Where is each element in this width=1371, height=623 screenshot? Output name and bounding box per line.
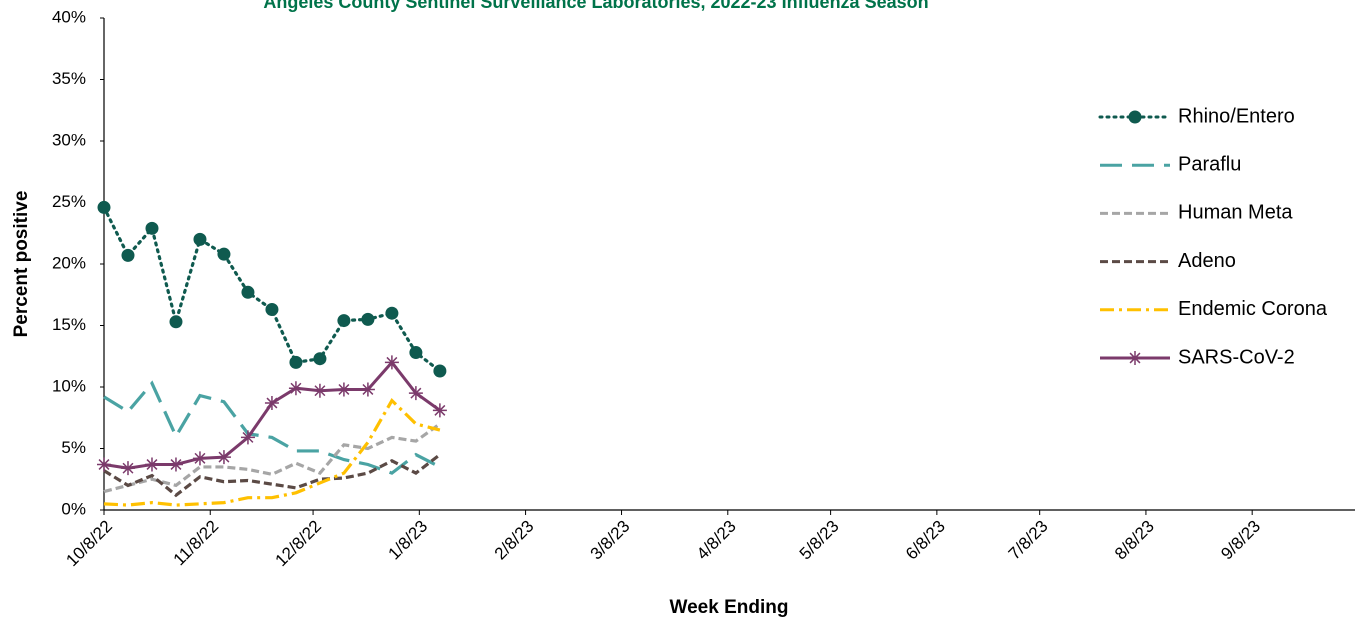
marker xyxy=(240,430,255,445)
series-line xyxy=(102,205,442,373)
marker xyxy=(264,395,279,410)
marker xyxy=(97,457,111,472)
marker xyxy=(385,306,399,320)
series-line xyxy=(103,422,441,494)
y-tick-label: 25% xyxy=(52,192,86,211)
y-tick-label: 40% xyxy=(52,7,86,26)
marker xyxy=(408,386,423,401)
marker xyxy=(120,461,135,476)
marker xyxy=(265,303,279,317)
marker xyxy=(169,315,183,329)
y-tick-label: 35% xyxy=(52,69,86,88)
legend-label: Human Meta xyxy=(1178,202,1293,224)
marker xyxy=(288,381,303,396)
legend-label: Rhino/Entero xyxy=(1178,105,1295,127)
x-tick-label: 6/8/23 xyxy=(902,517,949,564)
marker xyxy=(144,457,159,472)
x-tick-label: 11/8/22 xyxy=(170,517,223,570)
x-tick-label: 3/8/23 xyxy=(587,517,634,564)
marker xyxy=(1128,351,1142,365)
marker xyxy=(361,312,375,326)
legend-label: Endemic Corona xyxy=(1178,298,1328,320)
x-tick-label: 8/8/23 xyxy=(1111,517,1158,564)
marker xyxy=(145,221,159,235)
marker xyxy=(192,451,207,466)
series-line xyxy=(103,360,441,470)
y-tick-label: 0% xyxy=(61,499,86,518)
y-tick-label: 15% xyxy=(52,315,86,334)
series-line xyxy=(103,380,441,475)
marker xyxy=(216,450,231,465)
x-axis-title: Week Ending xyxy=(670,597,789,618)
marker xyxy=(336,382,351,397)
marker xyxy=(384,355,399,370)
marker xyxy=(337,314,351,328)
marker xyxy=(193,232,207,246)
y-tick-label: 10% xyxy=(52,376,86,395)
marker xyxy=(433,364,447,378)
y-axis-title: Percent positive xyxy=(11,191,32,338)
x-tick-label: 9/8/23 xyxy=(1217,517,1264,564)
marker xyxy=(409,346,423,360)
y-tick-label: 30% xyxy=(52,130,86,149)
x-tick-label: 4/8/23 xyxy=(693,517,740,564)
marker xyxy=(360,382,375,397)
y-tick-label: 20% xyxy=(52,253,86,272)
marker xyxy=(217,247,231,261)
series-line xyxy=(103,453,441,498)
marker xyxy=(289,355,303,369)
marker xyxy=(313,352,327,366)
x-tick-label: 5/8/23 xyxy=(796,517,843,564)
x-tick-label: 1/8/23 xyxy=(384,517,431,564)
series-line xyxy=(103,397,441,507)
marker xyxy=(168,457,183,472)
marker xyxy=(432,403,447,418)
x-tick-label: 12/8/22 xyxy=(272,517,326,571)
x-tick-label: 7/8/23 xyxy=(1005,517,1052,564)
y-tick-label: 5% xyxy=(61,438,86,457)
marker xyxy=(1128,110,1142,124)
legend-label: Adeno xyxy=(1178,250,1236,272)
legend-label: Paraflu xyxy=(1178,153,1241,175)
marker xyxy=(121,248,135,262)
x-tick-label: 10/8/22 xyxy=(62,517,116,571)
legend-label: SARS-CoV-2 xyxy=(1178,346,1295,368)
chart-title: Angeles County Sentinel Surveillance Lab… xyxy=(263,0,928,12)
marker xyxy=(312,383,327,398)
marker xyxy=(97,200,111,214)
marker xyxy=(241,285,255,299)
x-tick-label: 2/8/23 xyxy=(491,517,538,564)
